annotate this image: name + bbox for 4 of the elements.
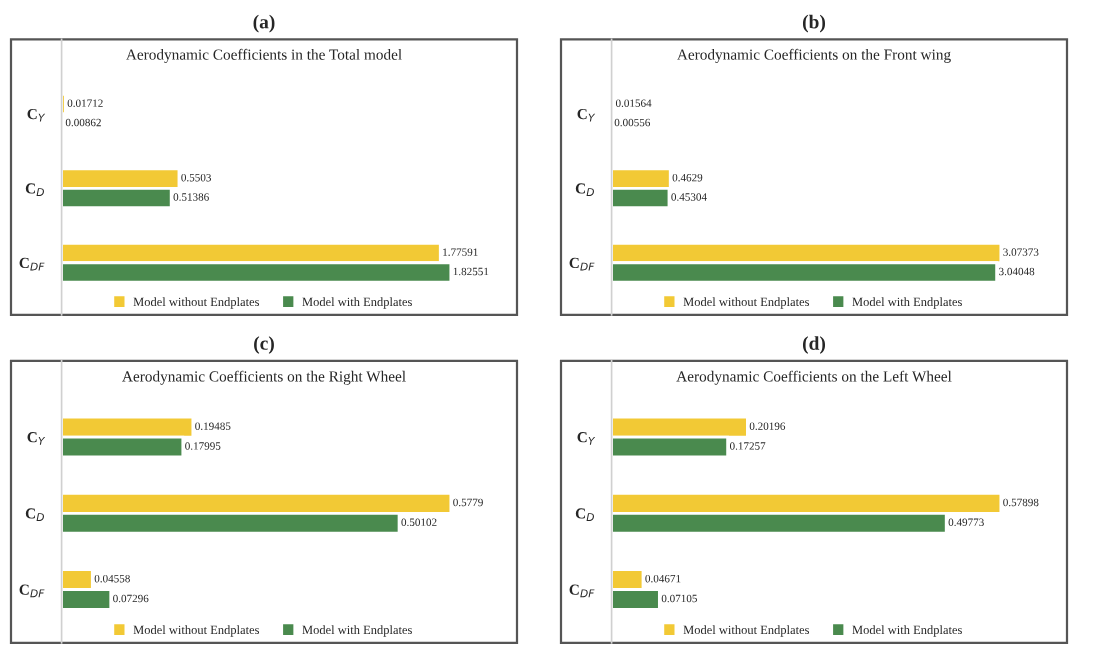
chart-title: (b) bbox=[802, 14, 826, 33]
chart-title: (d) bbox=[802, 336, 826, 354]
chart-title: (c) bbox=[254, 336, 274, 354]
chart-title: (a) bbox=[253, 14, 275, 33]
